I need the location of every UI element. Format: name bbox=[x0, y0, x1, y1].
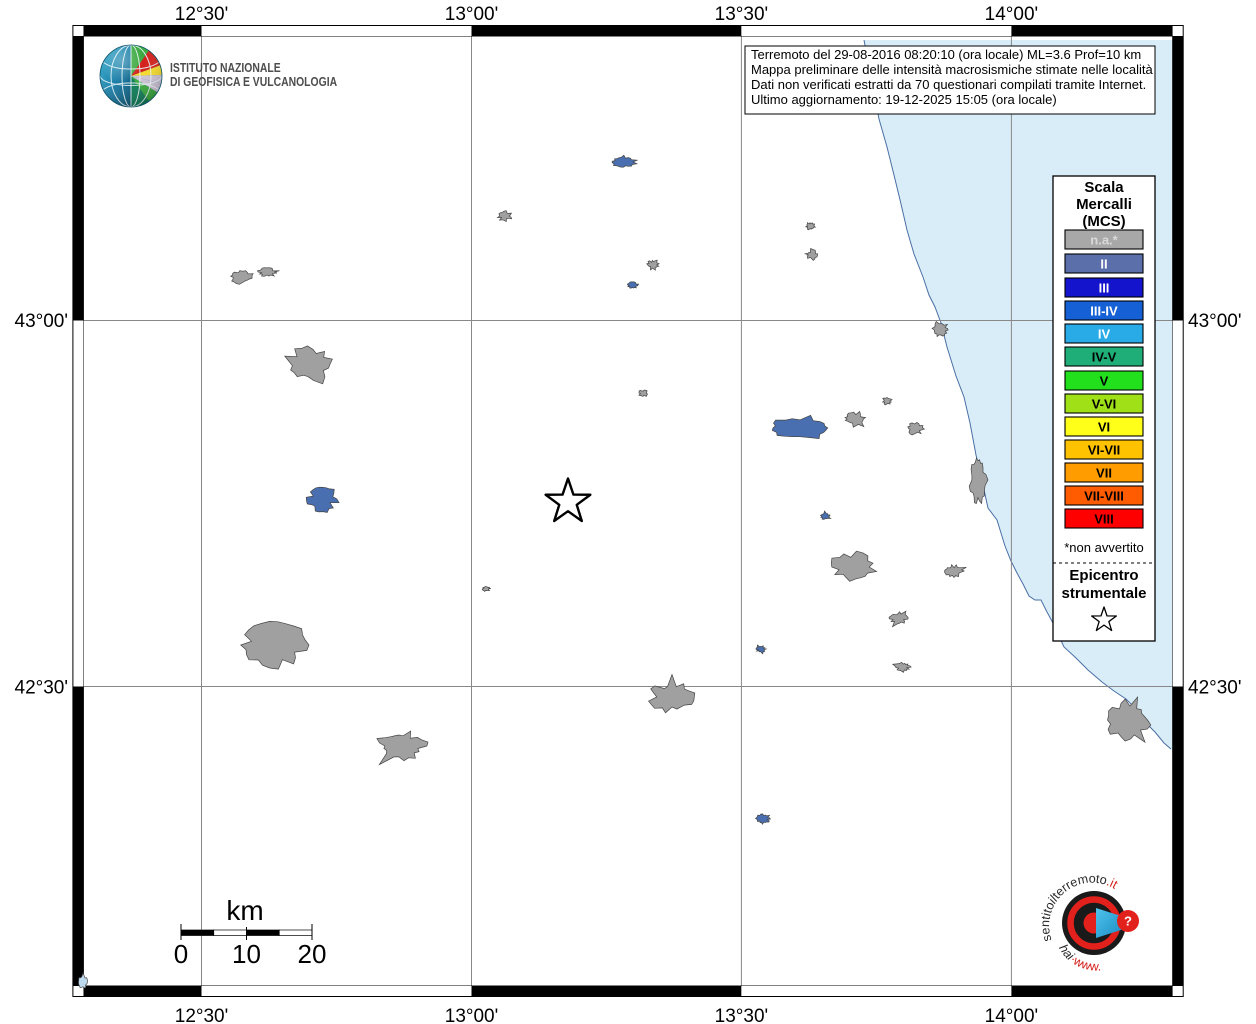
svg-text:II: II bbox=[1100, 257, 1107, 272]
svg-text:VI-VII: VI-VII bbox=[1088, 443, 1121, 458]
svg-text:n.a.*: n.a.* bbox=[1090, 233, 1118, 248]
svg-text:12°30': 12°30' bbox=[175, 1006, 229, 1024]
svg-text:*non avvertito: *non avvertito bbox=[1064, 540, 1144, 555]
svg-text:VII-VIII: VII-VIII bbox=[1084, 489, 1124, 504]
svg-text:VIII: VIII bbox=[1094, 512, 1114, 527]
svg-text:43°00': 43°00' bbox=[15, 311, 69, 332]
svg-text:km: km bbox=[226, 895, 263, 926]
svg-text:13°30': 13°30' bbox=[715, 4, 769, 25]
svg-text:20: 20 bbox=[298, 939, 327, 969]
svg-text:13°00': 13°00' bbox=[445, 4, 499, 25]
svg-text:43°00': 43°00' bbox=[1188, 311, 1242, 332]
svg-text:Ultimo aggiornamento: 19-12-20: Ultimo aggiornamento: 19-12-2025 15:05 (… bbox=[751, 92, 1057, 107]
svg-text:V: V bbox=[1100, 374, 1109, 389]
svg-text:14°00': 14°00' bbox=[985, 1006, 1039, 1024]
svg-text:12°30': 12°30' bbox=[175, 4, 229, 25]
svg-text:?: ? bbox=[1124, 914, 1132, 929]
svg-text:0: 0 bbox=[174, 939, 188, 969]
svg-text:strumentale: strumentale bbox=[1061, 585, 1146, 602]
svg-text:13°00': 13°00' bbox=[445, 1006, 499, 1024]
svg-text:14°00': 14°00' bbox=[985, 4, 1039, 25]
svg-text:Scala: Scala bbox=[1084, 179, 1124, 196]
svg-text:IV: IV bbox=[1098, 327, 1111, 342]
svg-text:V-VI: V-VI bbox=[1092, 397, 1117, 412]
svg-text:42°30': 42°30' bbox=[1188, 678, 1242, 699]
svg-text:DI GEOFISICA E VULCANOLOGIA: DI GEOFISICA E VULCANOLOGIA bbox=[170, 75, 338, 89]
svg-text:III: III bbox=[1099, 281, 1110, 296]
svg-text:VII: VII bbox=[1096, 466, 1112, 481]
svg-text:Dati non verificati estratti d: Dati non verificati estratti da 70 quest… bbox=[751, 77, 1146, 92]
svg-text:Mercalli: Mercalli bbox=[1076, 196, 1132, 213]
svg-text:ISTITUTO NAZIONALE: ISTITUTO NAZIONALE bbox=[170, 61, 281, 75]
svg-text:(MCS): (MCS) bbox=[1082, 213, 1125, 230]
svg-text:Epicentro: Epicentro bbox=[1069, 567, 1138, 584]
svg-text:Mappa preliminare delle intens: Mappa preliminare delle intensità macros… bbox=[751, 62, 1154, 77]
svg-text:42°30': 42°30' bbox=[15, 678, 69, 699]
svg-text:10: 10 bbox=[232, 939, 261, 969]
svg-text:Terremoto del 29-08-2016 08:20: Terremoto del 29-08-2016 08:20:10 (ora l… bbox=[751, 47, 1141, 62]
svg-text:IV-V: IV-V bbox=[1092, 350, 1117, 365]
svg-text:13°30': 13°30' bbox=[715, 1006, 769, 1024]
svg-text:VI: VI bbox=[1098, 420, 1110, 435]
svg-text:III-IV: III-IV bbox=[1090, 304, 1118, 319]
